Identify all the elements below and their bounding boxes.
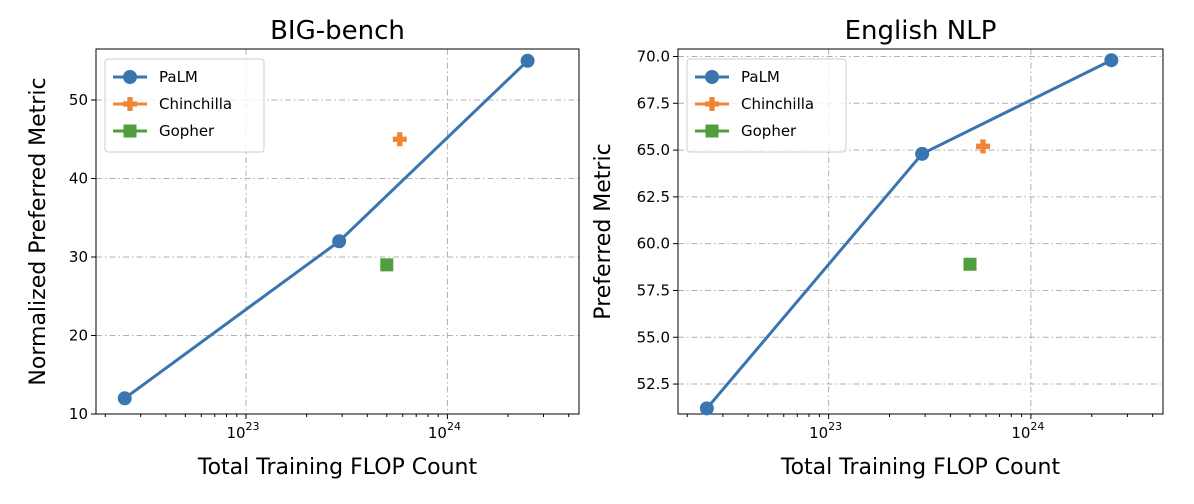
chart-title: BIG-bench bbox=[270, 16, 405, 46]
x-tick-label-base: 10 bbox=[428, 424, 447, 442]
x-tick-label-exponent: 23 bbox=[246, 420, 260, 433]
legend-marker-palm bbox=[123, 70, 137, 84]
x-tick-label: 1024 bbox=[428, 420, 461, 442]
series-chinchilla bbox=[976, 139, 991, 154]
legend: PaLM Chinchilla Gopher bbox=[104, 58, 265, 153]
legend-frame bbox=[686, 58, 847, 153]
data-point-gopher bbox=[380, 258, 394, 272]
x-tick-label: 1023 bbox=[809, 420, 842, 442]
x-tick-label-exponent: 24 bbox=[447, 420, 461, 433]
series-chinchilla bbox=[392, 132, 407, 147]
x-tick-label-exponent: 24 bbox=[1030, 420, 1044, 433]
y-tick-label: 65.0 bbox=[637, 141, 670, 159]
x-axis-label: Total Training FLOP Count bbox=[197, 455, 478, 480]
data-point-palm bbox=[117, 391, 132, 406]
axes-frame bbox=[95, 48, 580, 415]
y-tick-label: 57.5 bbox=[637, 281, 670, 299]
legend: PaLM Chinchilla Gopher bbox=[686, 58, 847, 153]
x-tick-label-exponent: 23 bbox=[828, 420, 842, 433]
legend-label-gopher: Gopher bbox=[159, 122, 215, 140]
legend-label-gopher: Gopher bbox=[741, 122, 797, 140]
legend-label-palm: PaLM bbox=[159, 68, 198, 86]
y-tick-label: 20 bbox=[69, 327, 88, 345]
x-tick-label: 1024 bbox=[1011, 420, 1044, 442]
legend-label-chinchilla: Chinchilla bbox=[741, 95, 814, 113]
series-gopher bbox=[380, 258, 394, 272]
y-tick-label: 52.5 bbox=[637, 375, 670, 393]
series-palm bbox=[117, 53, 535, 406]
data-point-palm bbox=[915, 146, 930, 161]
legend-marker-gopher bbox=[123, 124, 137, 138]
data-point-chinchilla bbox=[976, 139, 991, 154]
x-axis-label: Total Training FLOP Count bbox=[780, 455, 1061, 480]
legend-label-chinchilla: Chinchilla bbox=[159, 95, 232, 113]
data-point-palm bbox=[332, 234, 347, 249]
y-tick-label: 30 bbox=[69, 248, 88, 266]
y-tick-label: 40 bbox=[69, 170, 88, 188]
legend-marker-palm bbox=[705, 70, 719, 84]
data-point-gopher bbox=[963, 257, 977, 271]
x-tick-label: 1023 bbox=[226, 420, 259, 442]
series-palm bbox=[699, 53, 1119, 416]
y-tick-label: 55.0 bbox=[637, 328, 670, 346]
legend-marker-chinchilla bbox=[705, 97, 719, 111]
data-point-palm bbox=[520, 53, 535, 68]
data-point-chinchilla bbox=[392, 132, 407, 147]
y-tick-label: 70.0 bbox=[637, 47, 670, 65]
x-tick-label-base: 10 bbox=[1011, 424, 1030, 442]
series-gopher bbox=[963, 257, 977, 271]
data-point-palm bbox=[1104, 53, 1119, 68]
legend-frame bbox=[104, 58, 265, 153]
y-tick-label: 67.5 bbox=[637, 94, 670, 112]
data-point-palm bbox=[699, 401, 714, 416]
y-tick-label: 10 bbox=[69, 405, 88, 423]
axes-frame bbox=[677, 48, 1164, 415]
legend-marker-chinchilla bbox=[123, 97, 137, 111]
chart-title: English NLP bbox=[845, 16, 997, 46]
x-tick-label-base: 10 bbox=[226, 424, 245, 442]
y-axis-label: Normalized Preferred Metric bbox=[26, 77, 51, 385]
chart-panel-2: 1023 102452.555.057.560.062.565.067.570.0… bbox=[591, 16, 1164, 480]
y-tick-label: 50 bbox=[69, 91, 88, 109]
legend-label-palm: PaLM bbox=[741, 68, 780, 86]
legend-marker-gopher bbox=[705, 124, 719, 138]
y-tick-label: 60.0 bbox=[637, 235, 670, 253]
y-tick-label: 62.5 bbox=[637, 188, 670, 206]
y-axis-label: Preferred Metric bbox=[591, 143, 616, 319]
x-tick-label-base: 10 bbox=[809, 424, 828, 442]
